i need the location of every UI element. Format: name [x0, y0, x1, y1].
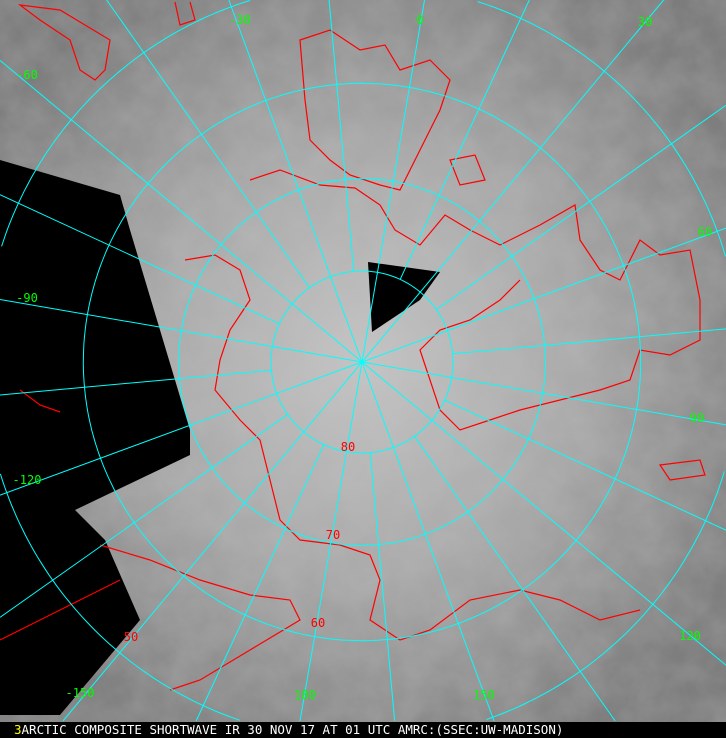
coastline-greenland — [17, 4, 111, 81]
meridian--135 — [0, 414, 288, 618]
coastline-svalbard — [449, 154, 486, 186]
longitude-label-90: 90 — [690, 411, 704, 425]
longitude-label--30: -30 — [229, 13, 251, 27]
meridian-105 — [444, 399, 726, 531]
coastline-scandinavia — [299, 29, 451, 191]
coastline-north-america — [184, 254, 641, 641]
meridian--30 — [228, 0, 363, 363]
latitude-circle-50 — [0, 473, 241, 721]
coastlines — [0, 1, 706, 691]
latitude-circle-50 — [477, 1, 726, 257]
meridian-30 — [361, 0, 664, 363]
meridian-120 — [361, 361, 726, 666]
longitude-label-0: 0 — [416, 13, 423, 27]
coastline-iceland — [174, 1, 196, 26]
coastline-island — [19, 389, 61, 413]
coastline-kamchatka — [0, 579, 121, 641]
longitude-label--90: -90 — [16, 291, 38, 305]
longitude-label-30: 30 — [638, 15, 652, 29]
coastline-siberia — [249, 169, 701, 431]
longitude-label-120: 120 — [679, 629, 701, 643]
coastline-japan-islands — [658, 459, 706, 481]
latitude-label-60: 60 — [311, 616, 325, 630]
graticule — [0, 0, 726, 722]
meridian-165 — [369, 452, 396, 722]
meridian-45 — [436, 104, 726, 310]
meridian--15 — [328, 0, 355, 272]
latitude-circle-50 — [486, 471, 725, 720]
graticule-labels: 80 70 60 50 0 30 60 90 120 150 180 -150 -120 -90 -60 -3… — [13, 13, 713, 702]
longitude-label-150: 150 — [473, 688, 495, 702]
latitude-label-50: 50 — [124, 630, 138, 644]
meridian-0 — [361, 0, 426, 363]
no-data-wedge — [368, 262, 440, 332]
meridian--165 — [195, 444, 325, 722]
caption-text: ARCTIC COMPOSITE SHORTWAVE IR 30 NOV 17 … — [21, 722, 564, 737]
no-data-region — [0, 160, 190, 715]
latitude-circle-50 — [1, 0, 251, 247]
meridian-135 — [414, 436, 616, 722]
latitude-label-70: 70 — [326, 528, 340, 542]
meridian--120 — [0, 361, 363, 496]
longitude-label-60: 60 — [698, 225, 712, 239]
longitude-label--150: -150 — [66, 686, 95, 700]
meridian--105 — [0, 369, 272, 396]
frame-number: 3 — [14, 722, 22, 737]
meridian--75 — [0, 194, 280, 325]
coastline-alaska — [99, 544, 301, 691]
meridian-90 — [361, 361, 726, 426]
map-canvas: 80 70 60 50 0 30 60 90 120 150 180 -150 -120 -90 -60 -3… — [0, 0, 726, 722]
meridian--150 — [62, 361, 363, 722]
meridian-15 — [399, 0, 530, 280]
caption-bar: 3ARCTIC COMPOSITE SHORTWAVE IR 30 NOV 17… — [0, 722, 726, 738]
latitude-label-80: 80 — [341, 440, 355, 454]
meridian--180 — [299, 361, 363, 722]
meridian--45 — [106, 0, 310, 288]
longitude-label--60: -60 — [16, 68, 38, 82]
meridian-150 — [361, 361, 495, 722]
meridian--90 — [0, 298, 363, 363]
meridian--60 — [0, 60, 363, 363]
meridian-60 — [361, 227, 726, 363]
longitude-label-180: 180 — [294, 688, 316, 702]
meridian-75 — [452, 328, 726, 355]
longitude-label--120: -120 — [13, 473, 42, 487]
